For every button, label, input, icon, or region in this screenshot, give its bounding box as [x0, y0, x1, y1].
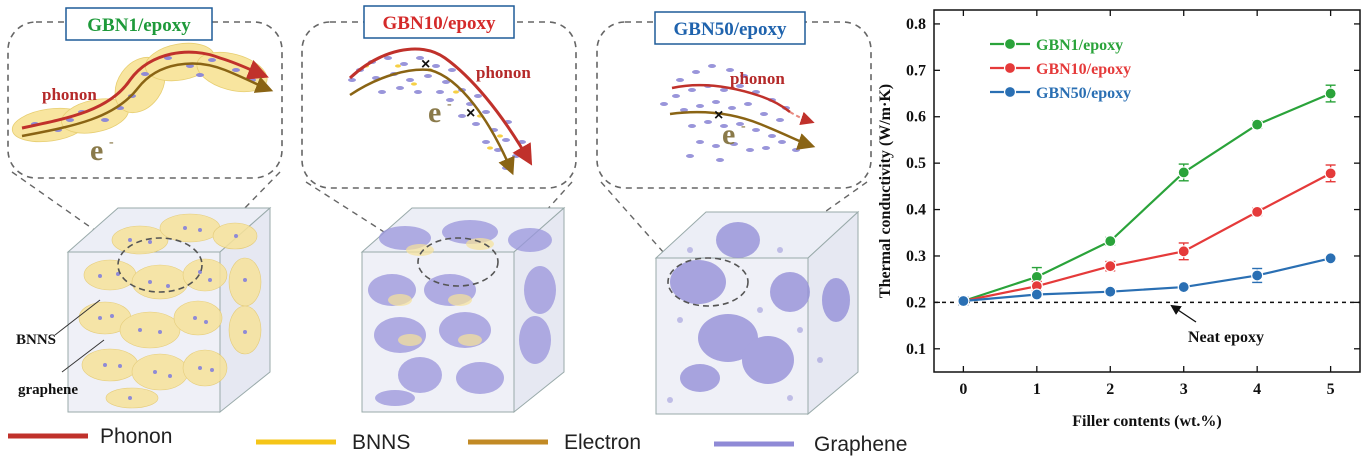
panel-title: GBN50/epoxy	[674, 19, 787, 40]
data-point	[1251, 205, 1264, 218]
phonon-arrow	[21, 50, 269, 130]
composite-cube	[654, 210, 860, 416]
y-tick-label: 0.1	[906, 341, 926, 358]
panel-gbn1: GBN1/epoxy phonon e -	[7, 7, 283, 414]
panel-title-box	[654, 11, 806, 45]
electron-superscript: -	[109, 135, 114, 150]
reference-pointer-arrow	[1170, 304, 1197, 323]
panel-gbn10: GBN10/epoxy × × phonon e -	[301, 5, 577, 414]
data-point	[1251, 118, 1264, 131]
zoom-connector	[600, 181, 673, 263]
y-axis-title: Thermal conductivity (W/m·K)	[877, 84, 894, 298]
panel-title: GBN1/epoxy	[87, 15, 191, 36]
zoom-circle	[667, 257, 749, 307]
bnns-cloud	[363, 64, 503, 150]
legend-label: GBN1/epoxy	[1036, 37, 1123, 54]
data-point	[1104, 235, 1117, 248]
phonon-arrow	[671, 83, 791, 113]
series-group	[957, 84, 1337, 308]
x-tick-label: 4	[1253, 381, 1261, 398]
thermal-conductivity-chart: 0.1 0.2 0.3 0.4 0.5 0.6 0.7 0.8 0 1 2 3 4 5 GBN1/epo…	[877, 9, 1361, 430]
y-tick-label: 0.5	[906, 155, 926, 172]
y-tick-label: 0.6	[906, 109, 926, 126]
graphene-pointer	[61, 339, 105, 373]
series-line	[963, 257, 1331, 303]
data-point	[1104, 260, 1117, 273]
composite-cube	[360, 206, 566, 414]
phonon-arrow-faded	[789, 111, 815, 126]
legend-label: GBN10/epoxy	[1036, 61, 1131, 78]
legend-label: GBN50/epoxy	[1036, 85, 1131, 102]
graphene-cube-label: graphene	[18, 382, 78, 398]
phonon-arrow	[348, 47, 533, 166]
y-axis: 0.1 0.2 0.3 0.4 0.5 0.6 0.7 0.8	[906, 16, 1360, 358]
plot-area	[933, 9, 1361, 373]
panel-gbn50: GBN50/epoxy × phonon e -	[596, 11, 872, 416]
data-point	[1177, 245, 1190, 258]
legend-label-bnns: BNNS	[352, 431, 410, 454]
panel-title-box	[65, 7, 213, 41]
zoom-circle	[117, 237, 203, 293]
data-point	[1324, 252, 1337, 265]
chart-legend: GBN1/epoxy GBN10/epoxy GBN50/epoxy	[990, 37, 1131, 102]
data-point	[1324, 167, 1337, 180]
legend-label-phonon: Phonon	[100, 425, 172, 448]
legend-marker	[1003, 61, 1017, 75]
panel-title: GBN10/epoxy	[383, 13, 496, 34]
scatter-mark: ×	[421, 56, 430, 73]
electron-label: e	[722, 118, 735, 151]
legend-marker	[1003, 85, 1017, 99]
electron-label: e	[428, 96, 441, 129]
data-point	[1324, 87, 1337, 100]
legend-label-electron: Electron	[564, 431, 641, 454]
x-axis-title: Filler contents (wt.%)	[1072, 413, 1221, 430]
x-tick-label: 1	[1033, 381, 1041, 398]
data-point	[957, 294, 970, 308]
series-line	[963, 92, 1332, 303]
phonon-label: phonon	[476, 63, 531, 82]
zoom-frame	[7, 21, 283, 179]
y-tick-label: 0.2	[906, 294, 926, 311]
data-point	[1177, 166, 1190, 179]
electron-arrow	[669, 110, 816, 150]
electron-superscript: -	[447, 97, 452, 112]
y-tick-label: 0.7	[906, 62, 926, 79]
x-axis: 0 1 2 3 4 5	[959, 10, 1335, 398]
reference-line-label: Neat epoxy	[1188, 329, 1264, 346]
electron-label: e	[90, 134, 103, 167]
scatter-mark: ×	[714, 107, 723, 124]
data-point	[1030, 288, 1043, 301]
scatter-mark: ×	[466, 105, 475, 122]
y-tick-label: 0.3	[906, 248, 926, 265]
electron-arrow	[21, 62, 274, 138]
zoom-frame	[596, 21, 872, 189]
legend-label-graphene: Graphene	[814, 433, 907, 456]
bnns-pointer	[54, 299, 101, 336]
series-line	[963, 172, 1332, 303]
x-tick-label: 0	[959, 381, 967, 398]
x-tick-label: 3	[1180, 381, 1188, 398]
data-point	[1104, 285, 1117, 298]
x-tick-label: 5	[1327, 381, 1335, 398]
electron-arrow	[349, 68, 515, 176]
data-point	[1177, 280, 1190, 294]
bottom-legend: Phonon BNNS Electron Graphene	[8, 425, 907, 456]
electron-superscript: -	[741, 119, 746, 134]
y-tick-label: 0.8	[906, 16, 926, 33]
zoom-circle	[417, 237, 499, 287]
legend-marker	[1003, 37, 1017, 51]
composite-cube	[66, 206, 272, 414]
phonon-label: phonon	[730, 69, 785, 88]
panel-title-box	[363, 5, 515, 39]
bnns-cube-label: BNNS	[16, 332, 56, 348]
x-tick-label: 2	[1106, 381, 1114, 398]
y-tick-label: 0.4	[906, 202, 926, 219]
data-point	[1251, 269, 1264, 282]
phonon-label: phonon	[42, 85, 97, 104]
